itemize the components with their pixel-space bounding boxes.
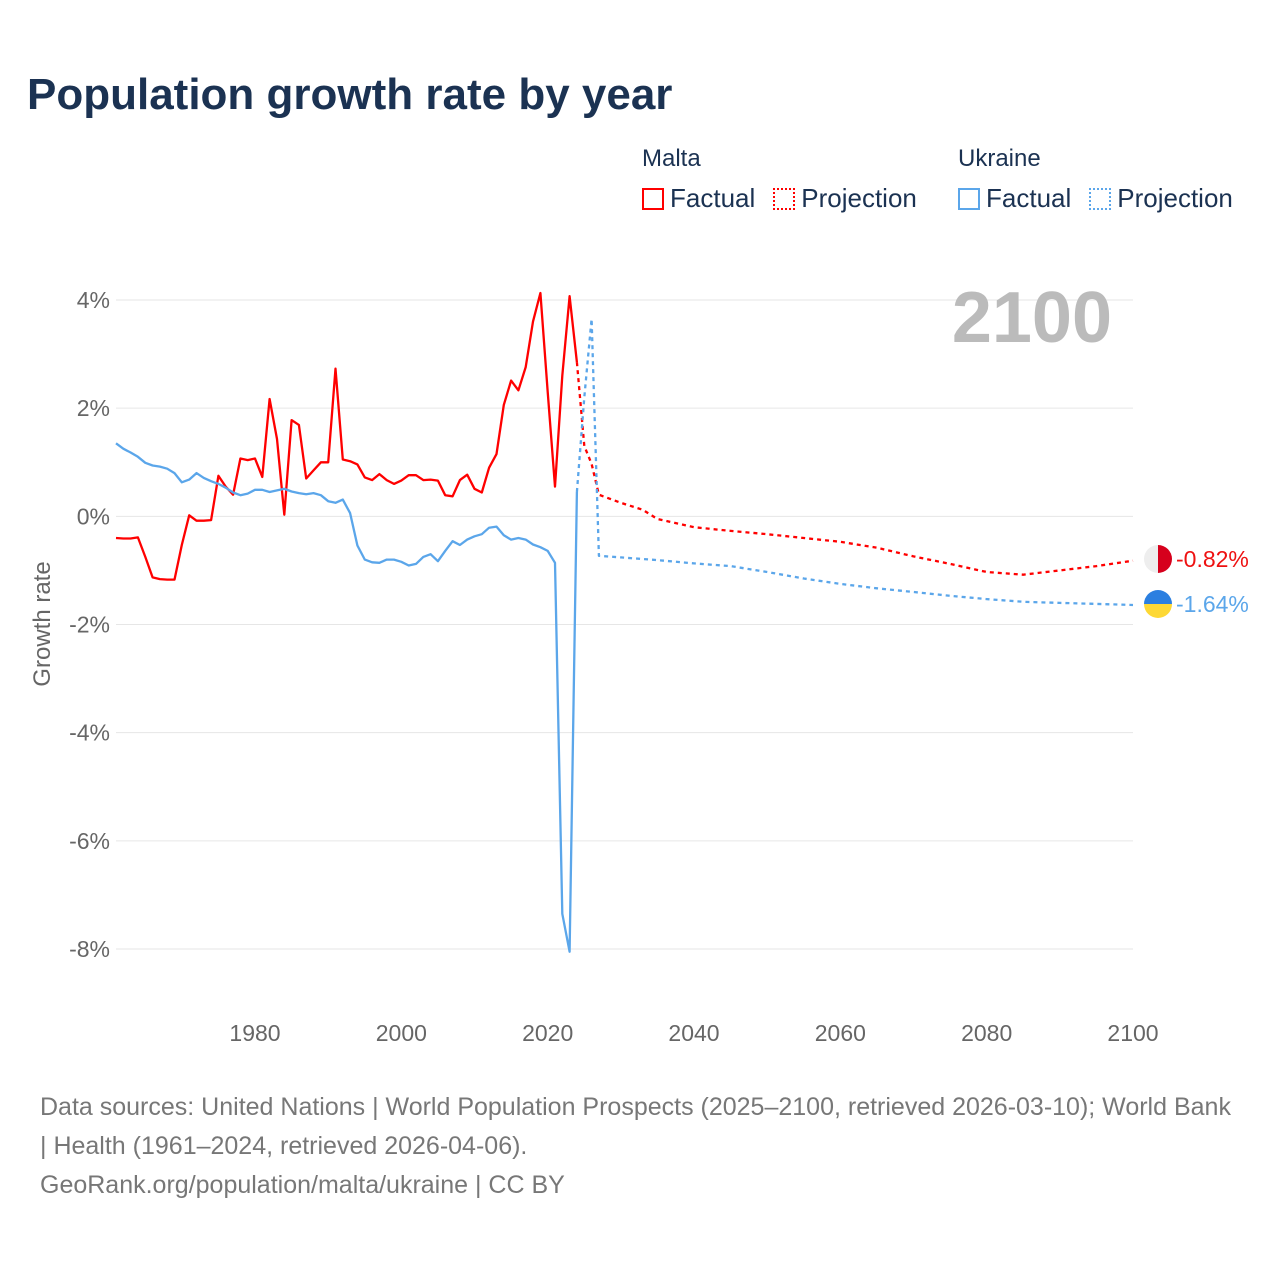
y-tick-label: -2% <box>69 612 110 638</box>
ukraine-projection-line <box>575 317 1134 607</box>
y-tick-label: -8% <box>69 936 110 962</box>
legend-swatch <box>642 187 664 210</box>
chart-title: Population growth rate by year <box>27 70 673 119</box>
y-tick-label: 0% <box>77 503 110 529</box>
legend-label: Projection <box>801 183 917 213</box>
x-tick-label: 2100 <box>1107 1020 1158 1046</box>
y-tick-label: 4% <box>77 287 110 313</box>
malta-flag-icon <box>1144 545 1172 573</box>
legend-swatch <box>773 187 796 210</box>
malta-end-label: -0.82% <box>1176 546 1249 572</box>
x-tick-label: 2000 <box>376 1020 427 1046</box>
x-tick-label: 2040 <box>668 1020 719 1046</box>
y-tick-label: -6% <box>69 828 110 854</box>
legend-group-name: Malta <box>642 145 701 172</box>
legend-malta: Malta Factual Projection <box>642 145 917 214</box>
credit-link[interactable]: GeoRank.org/population/malta/ukraine | C… <box>40 1171 565 1199</box>
legend-ukraine-factual[interactable]: Factual <box>958 183 1071 214</box>
ukraine-factual-line <box>115 442 579 953</box>
legend-group-name: Ukraine <box>958 145 1041 172</box>
legend-malta-projection[interactable]: Projection <box>773 183 917 214</box>
legend-label: Projection <box>1117 183 1233 213</box>
data-sources: Data sources: United Nations | World Pop… <box>40 1093 1231 1160</box>
legend-label: Factual <box>986 183 1072 213</box>
y-tick-label: 2% <box>77 395 110 421</box>
legend-swatch <box>1089 187 1112 210</box>
legend-label: Factual <box>670 183 756 213</box>
y-axis-label: Growth rate <box>29 561 56 686</box>
malta-projection-line <box>575 362 1134 576</box>
legend-swatch <box>958 187 980 210</box>
x-tick-label: 1980 <box>229 1020 280 1046</box>
legend-malta-factual[interactable]: Factual <box>642 183 755 214</box>
x-tick-label: 2060 <box>815 1020 866 1046</box>
ukraine-end-label: -1.64% <box>1176 591 1249 617</box>
legend-ukraine-projection[interactable]: Projection <box>1089 183 1233 214</box>
malta-factual-line <box>115 291 579 581</box>
legend-ukraine: Ukraine Factual Projection <box>958 145 1233 214</box>
x-tick-label: 2020 <box>522 1020 573 1046</box>
x-tick-label: 2080 <box>961 1020 1012 1046</box>
y-tick-label: -4% <box>69 720 110 746</box>
footer: Data sources: United Nations | World Pop… <box>40 1088 1240 1205</box>
year-indicator: 2100 <box>952 278 1112 358</box>
ukraine-flag-icon <box>1144 590 1172 618</box>
